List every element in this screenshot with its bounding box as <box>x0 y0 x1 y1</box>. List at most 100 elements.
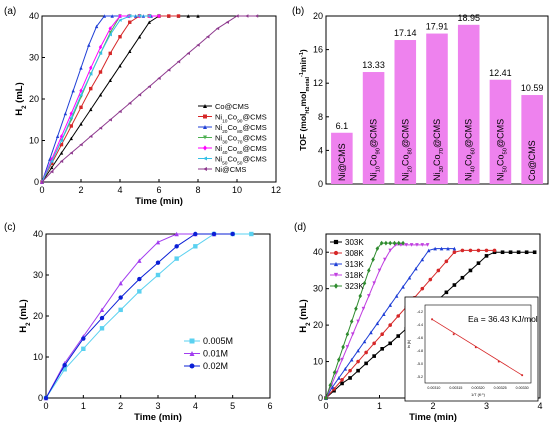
data-point <box>98 51 103 56</box>
data-point <box>128 14 132 18</box>
data-point <box>375 321 380 326</box>
y-tick-label: 4 <box>318 145 323 155</box>
inset-y-tick-label: -4.6 <box>417 336 423 340</box>
data-point <box>108 30 112 35</box>
data-point <box>235 14 239 18</box>
category-label: Co@CMS <box>527 140 537 181</box>
legend-marker <box>203 156 207 161</box>
data-point <box>484 254 489 258</box>
category-label: Ni10Co90@CMS <box>369 119 382 181</box>
data-point <box>367 268 371 273</box>
data-point <box>79 142 83 147</box>
y-tick-label: 0 <box>34 177 39 187</box>
data-point <box>89 86 93 91</box>
series-line <box>41 15 159 183</box>
data-point <box>492 248 497 253</box>
data-point <box>439 246 444 251</box>
data-point <box>81 346 86 351</box>
data-point <box>89 65 93 71</box>
panel-c: 0 1 2 3 4 5 6 0 10 20 30 40 Time (min) H2 (mL) (c) 0.00… <box>4 222 273 423</box>
data-point <box>334 370 339 375</box>
data-point <box>377 268 382 273</box>
inset-point <box>431 318 433 321</box>
data-point <box>348 376 352 380</box>
data-point <box>254 14 259 18</box>
data-point <box>89 72 93 76</box>
inset-annotation: Ea = 36.43 KJ/mol <box>468 314 538 324</box>
y-tick-label: 40 <box>33 229 43 239</box>
legend-marker <box>189 363 195 369</box>
x-tick-label: 4 <box>193 401 198 411</box>
data-point <box>420 257 425 262</box>
data-point <box>50 159 54 163</box>
data-point <box>128 49 132 53</box>
data-point <box>40 180 44 184</box>
inset-x-tick-label: 0.00310 <box>427 386 440 390</box>
y-tick-label: 10 <box>29 136 39 146</box>
data-point <box>399 243 403 247</box>
data-point <box>118 307 123 313</box>
data-point <box>196 43 200 47</box>
legend-label: 323K <box>345 282 364 291</box>
data-point <box>532 250 537 255</box>
inset-y-label: ln (k) <box>407 339 411 348</box>
legend-label: Ni10Co90@CMS <box>215 113 267 125</box>
data-point <box>401 240 405 246</box>
data-point <box>341 344 345 350</box>
bar-value-label: 13.33 <box>362 60 385 70</box>
data-point <box>380 332 384 337</box>
category-label: Ni20Co80@CMS <box>400 119 413 181</box>
inset-y-tick-label: -4.4 <box>417 323 423 327</box>
inset-x-tick-label: 0.00320 <box>472 386 485 390</box>
inset-point <box>452 333 455 336</box>
data-point <box>372 341 376 346</box>
data-point <box>358 293 363 299</box>
legend-marker <box>203 125 207 129</box>
data-point <box>193 231 198 237</box>
legend-label: Ni@CMS <box>215 165 246 174</box>
data-point <box>428 277 433 282</box>
x-tick-label: 3 <box>484 401 489 411</box>
data-point <box>102 14 107 18</box>
data-point <box>426 248 431 253</box>
data-point <box>69 124 73 128</box>
data-point <box>375 246 380 251</box>
data-point <box>89 134 93 139</box>
series-line <box>41 15 150 183</box>
data-point <box>383 257 387 262</box>
inset-y-tick-label: -5.2 <box>417 375 423 379</box>
legend-marker <box>203 145 207 151</box>
x-tick-label: 2 <box>118 401 123 411</box>
legend-label: Ni40Co60@CMS <box>215 144 267 156</box>
data-point <box>79 88 83 93</box>
data-point <box>174 244 179 249</box>
data-point <box>349 357 354 362</box>
legend-marker <box>333 250 339 256</box>
data-point <box>508 250 513 255</box>
data-point <box>50 165 54 170</box>
series-line <box>41 15 179 183</box>
y-tick-label: 30 <box>29 53 39 63</box>
legend-marker <box>333 272 339 278</box>
data-point <box>118 18 122 22</box>
x-tick-label: 4 <box>537 401 542 411</box>
x-tick-label: 6 <box>156 185 161 195</box>
data-point <box>118 35 122 39</box>
data-point <box>94 24 99 29</box>
data-point <box>452 283 457 287</box>
data-point <box>59 142 64 147</box>
data-point <box>225 20 229 24</box>
inset-x-tick-label: 0.00325 <box>494 386 507 390</box>
data-point <box>174 231 179 237</box>
bar-value-label: 18.95 <box>457 13 480 23</box>
data-point <box>81 336 86 341</box>
data-point <box>147 20 151 24</box>
data-point <box>396 240 401 246</box>
data-point <box>99 307 105 313</box>
legend-marker <box>203 104 207 108</box>
inset-y-tick-label: -5.0 <box>417 362 423 366</box>
data-point <box>176 59 181 64</box>
legend-marker <box>203 135 207 140</box>
data-point <box>524 250 529 255</box>
data-point <box>69 115 73 120</box>
